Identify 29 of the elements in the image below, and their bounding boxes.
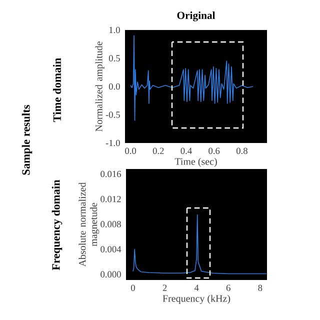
x-tick-label: 0 [131, 284, 135, 291]
y-tick-label: 0.008 [100, 221, 121, 228]
x-tick-label: 4 [194, 284, 199, 291]
y-tick-label: -0.5 [106, 112, 120, 118]
y-tick-label: 0.5 [108, 55, 120, 62]
x-tick-label: 0.2 [152, 148, 164, 154]
x-tick-label: 2 [162, 284, 167, 291]
x-axis-title: Frequency (kHz) [162, 294, 230, 304]
x-tick-label: 6 [226, 284, 230, 291]
y-axis-title: Normalized amplitude [95, 42, 104, 132]
x-tick-label: 0.6 [208, 148, 220, 154]
x-tick-label: 0.4 [180, 148, 192, 154]
line-series [130, 35, 254, 121]
x-tick-label: 0.8 [236, 148, 248, 154]
x-tick-label: 0.0 [125, 148, 136, 154]
y-tick-label: 0.000 [100, 271, 121, 278]
text: Sample results [22, 104, 32, 175]
y-tick-label: 0.016 [100, 170, 122, 178]
chart-title: Original [177, 12, 216, 22]
y-tick-label: 0.012 [100, 196, 121, 202]
x-tick-label: 8 [258, 284, 262, 291]
y-tick-label: -1.0 [106, 140, 120, 146]
text: Frequency domain [52, 180, 62, 270]
y-tick-label: 0.0 [108, 83, 120, 90]
y-axis-title: Absolute normalized magnetude [78, 182, 100, 267]
y-tick-label: 1.0 [109, 26, 120, 34]
text: Time domain [53, 58, 61, 122]
y-tick-label: 0.004 [100, 246, 122, 252]
x-axis-title: Time (sec) [174, 158, 217, 167]
